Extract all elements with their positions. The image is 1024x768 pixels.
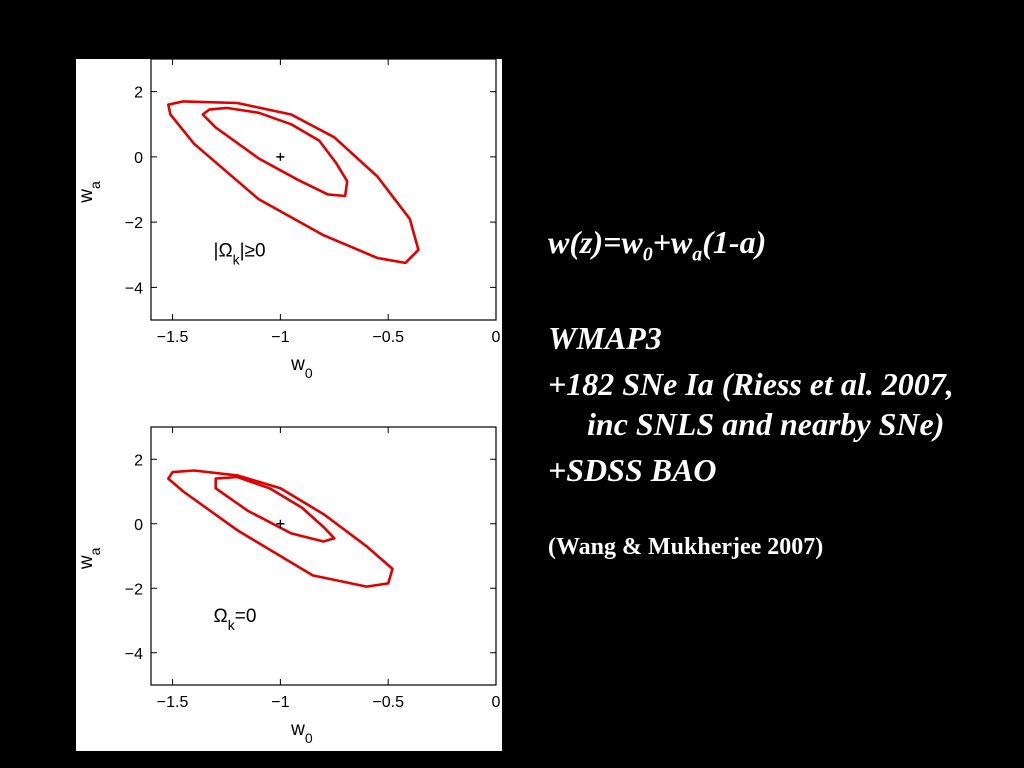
equation-subscript: a bbox=[692, 243, 703, 266]
x-tick-label: 0 bbox=[492, 694, 501, 711]
fiducial-marker bbox=[276, 152, 285, 161]
equation-part: +w bbox=[652, 224, 693, 260]
contour-plot-1: −1.5 −1 −0.5 0 2 0 −2 −4 w0 wa |Ωk|≥0 bbox=[76, 59, 501, 381]
omega-annotation: |Ωk|≥0 bbox=[214, 240, 266, 267]
plot-frame bbox=[150, 426, 497, 686]
y-tick-label: −4 bbox=[125, 646, 143, 663]
contour-inner bbox=[201, 106, 349, 198]
equation-subscript: 0 bbox=[642, 243, 653, 266]
x-tick-label: −1.5 bbox=[157, 329, 189, 346]
equation-part: w(z)=w bbox=[548, 224, 643, 260]
x-tick-label: −0.5 bbox=[372, 694, 404, 711]
x-axis-label: w0 bbox=[290, 354, 313, 381]
figure-panel: −1.5 −1 −0.5 0 2 0 −2 −4 w0 wa |Ωk|≥0 −1.5 −1 −0.5 0 2 0… bbox=[76, 59, 502, 751]
bullet-sne: +182 SNe Ia (Riess et al. 2007, inc SNLS… bbox=[548, 366, 954, 443]
contour-outer bbox=[167, 100, 420, 265]
y-axis-label: wa bbox=[76, 547, 103, 570]
contour-plot-2: −1.5 −1 −0.5 0 2 0 −2 −4 w0 wa Ωk=0 bbox=[76, 426, 501, 746]
equation-part: (1-a) bbox=[702, 224, 767, 260]
plot-frame bbox=[150, 59, 497, 321]
y-tick-label: −2 bbox=[125, 581, 143, 598]
x-axis-label: w0 bbox=[290, 719, 313, 746]
omega-annotation: Ωk=0 bbox=[214, 606, 257, 633]
y-tick-label: −4 bbox=[125, 280, 143, 297]
x-tick-label: −0.5 bbox=[372, 329, 404, 346]
citation: (Wang & Mukherjee 2007) bbox=[548, 534, 824, 561]
y-tick-label: 0 bbox=[134, 517, 143, 534]
x-tick-label: −1 bbox=[271, 694, 289, 711]
bullet-wmap3: WMAP3 bbox=[548, 320, 662, 357]
y-tick-label: −2 bbox=[125, 215, 143, 232]
contour-outer bbox=[167, 469, 394, 588]
fiducial-marker bbox=[276, 519, 285, 528]
slide-text: w(z)=w0+wa(1-a) WMAP3 +182 SNe Ia (Riess… bbox=[548, 222, 998, 562]
y-tick-label: 0 bbox=[134, 150, 143, 167]
contour-figure: −1.5 −1 −0.5 0 2 0 −2 −4 w0 wa |Ωk|≥0 −1.5 −1 −0.5 0 2 0… bbox=[76, 59, 501, 746]
x-tick-label: −1.5 bbox=[157, 694, 189, 711]
bullet-bao: +SDSS BAO bbox=[548, 452, 717, 489]
y-tick-label: 2 bbox=[134, 452, 143, 469]
contour-inner bbox=[214, 475, 336, 543]
equation: w(z)=w0+wa(1-a) bbox=[548, 222, 998, 274]
x-tick-label: 0 bbox=[492, 329, 501, 346]
x-tick-label: −1 bbox=[271, 329, 289, 346]
y-tick-label: 2 bbox=[134, 85, 143, 102]
y-axis-label: wa bbox=[76, 181, 103, 204]
